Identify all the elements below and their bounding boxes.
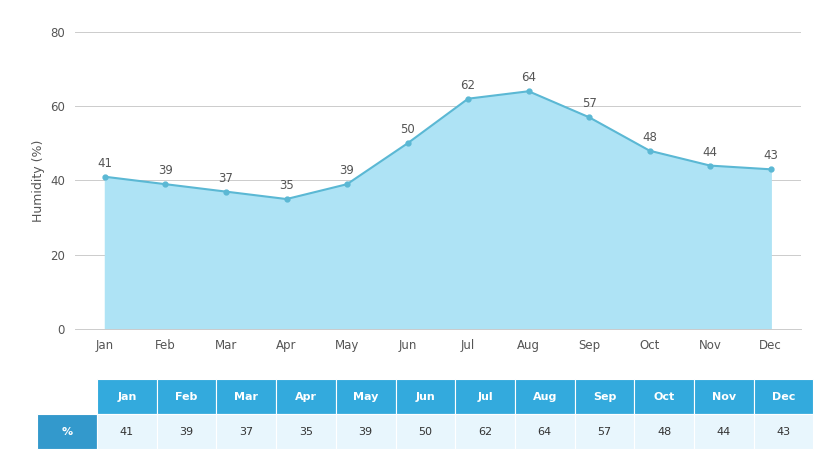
Bar xyxy=(574,414,634,449)
Bar xyxy=(396,379,455,414)
Text: 35: 35 xyxy=(299,427,313,437)
Text: 62: 62 xyxy=(478,427,492,437)
Text: 48: 48 xyxy=(657,427,671,437)
Bar xyxy=(217,379,276,414)
Legend: Average Humidity(%): Average Humidity(%) xyxy=(361,387,515,400)
Text: 39: 39 xyxy=(359,427,373,437)
Bar xyxy=(37,414,97,449)
Bar xyxy=(97,414,157,449)
Text: 57: 57 xyxy=(582,97,597,110)
Text: Jan: Jan xyxy=(117,392,137,402)
Text: Mar: Mar xyxy=(234,392,258,402)
Text: Nov: Nov xyxy=(712,392,736,402)
Text: Sep: Sep xyxy=(593,392,616,402)
Text: Oct: Oct xyxy=(653,392,675,402)
Text: 37: 37 xyxy=(218,172,233,185)
Text: 44: 44 xyxy=(717,427,731,437)
Text: 41: 41 xyxy=(97,157,112,170)
Text: 43: 43 xyxy=(764,149,779,163)
Text: 37: 37 xyxy=(239,427,253,437)
Bar xyxy=(574,379,634,414)
Bar xyxy=(694,414,754,449)
Bar xyxy=(157,379,217,414)
Text: Jun: Jun xyxy=(416,392,435,402)
Bar xyxy=(276,414,336,449)
Text: 44: 44 xyxy=(703,146,718,158)
Bar xyxy=(97,379,157,414)
Text: Aug: Aug xyxy=(533,392,557,402)
Bar xyxy=(634,414,694,449)
Bar xyxy=(217,414,276,449)
Bar xyxy=(754,379,813,414)
Bar xyxy=(157,414,217,449)
Bar xyxy=(634,379,694,414)
Text: 48: 48 xyxy=(642,131,657,144)
Bar xyxy=(455,414,515,449)
Text: Jul: Jul xyxy=(477,392,493,402)
Text: Apr: Apr xyxy=(295,392,317,402)
Bar xyxy=(276,379,336,414)
Text: 43: 43 xyxy=(777,427,791,437)
Text: 64: 64 xyxy=(538,427,552,437)
Bar xyxy=(515,379,574,414)
Text: %: % xyxy=(61,427,73,437)
Bar xyxy=(336,379,396,414)
Bar xyxy=(694,379,754,414)
Text: 57: 57 xyxy=(598,427,612,437)
Text: 62: 62 xyxy=(461,79,476,92)
Bar xyxy=(37,379,97,414)
Bar xyxy=(455,379,515,414)
Bar xyxy=(396,414,455,449)
Text: 50: 50 xyxy=(418,427,432,437)
Bar xyxy=(336,414,396,449)
Text: 35: 35 xyxy=(279,179,294,192)
Bar xyxy=(754,414,813,449)
Text: Dec: Dec xyxy=(772,392,795,402)
Text: 41: 41 xyxy=(120,427,134,437)
Text: 39: 39 xyxy=(179,427,193,437)
Bar xyxy=(515,414,574,449)
Text: Feb: Feb xyxy=(175,392,198,402)
Text: 64: 64 xyxy=(521,71,536,84)
Text: 39: 39 xyxy=(339,164,354,177)
Text: 50: 50 xyxy=(400,123,415,136)
Y-axis label: Humidity (%): Humidity (%) xyxy=(32,139,45,222)
Text: May: May xyxy=(353,392,378,402)
Text: 39: 39 xyxy=(158,164,173,177)
